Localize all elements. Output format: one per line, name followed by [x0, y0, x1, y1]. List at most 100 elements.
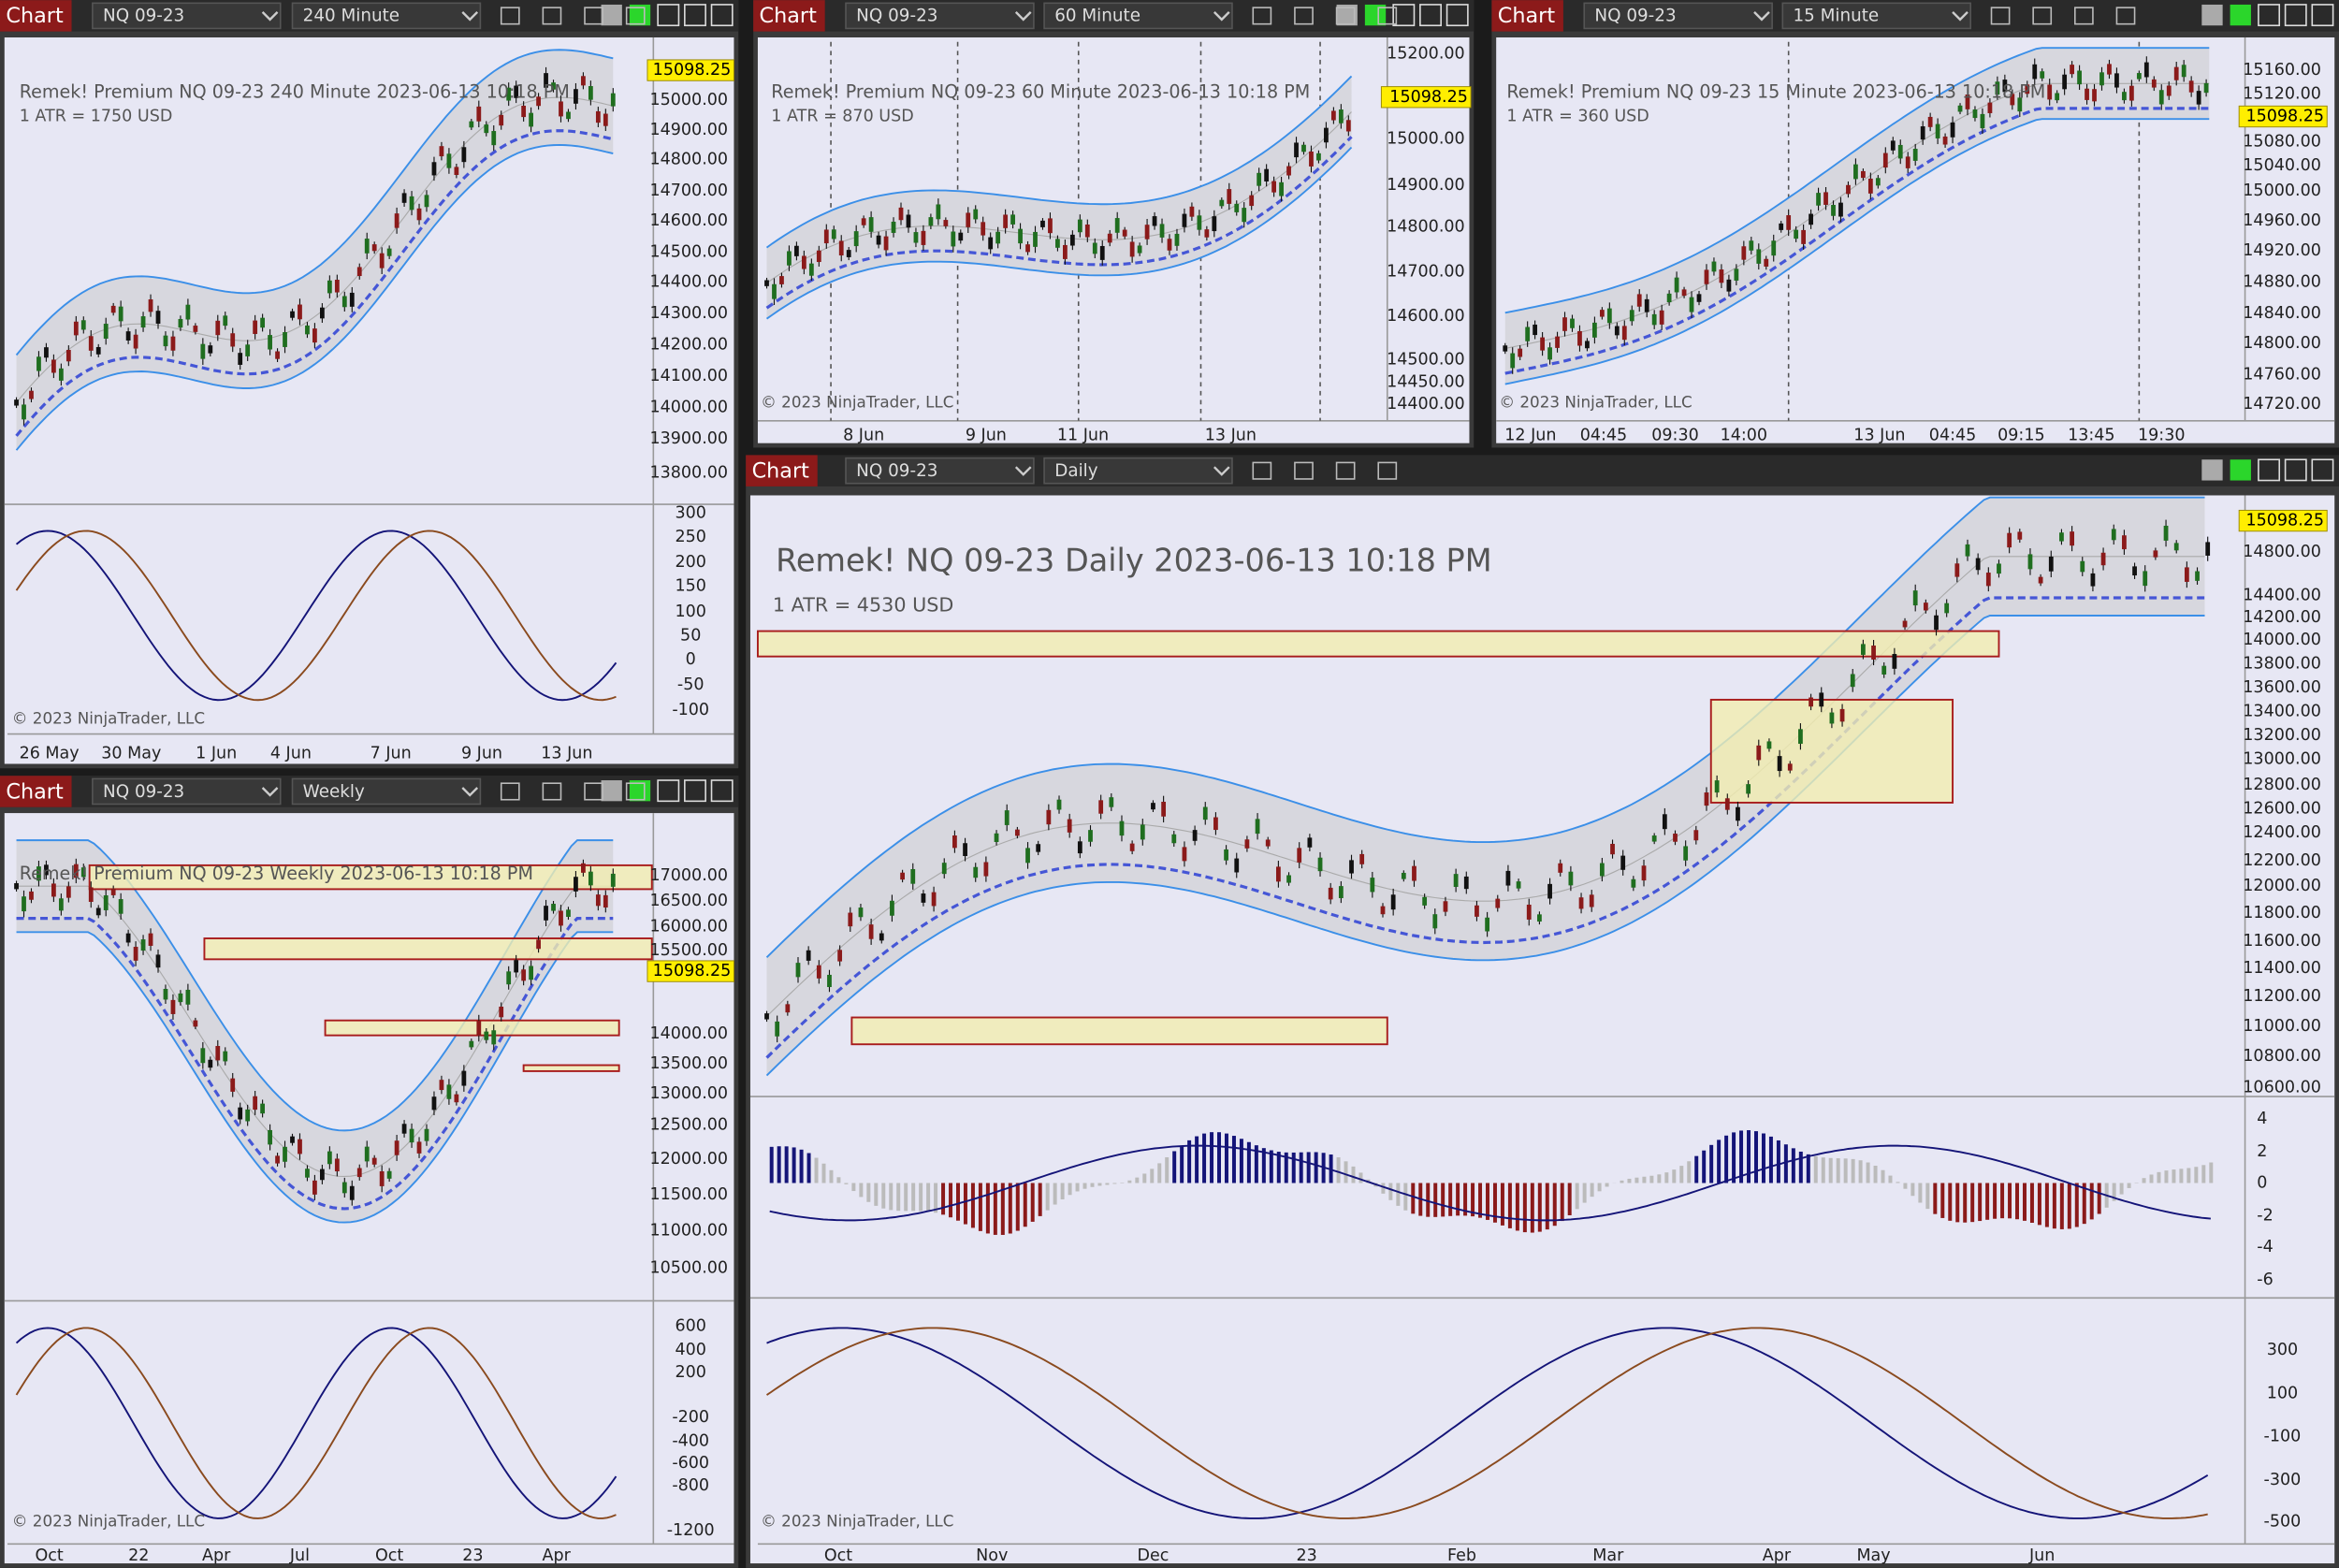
- window-button[interactable]: [601, 4, 622, 26]
- candle-body: [51, 359, 56, 373]
- macd-bar: [806, 1153, 811, 1183]
- macd-bar: [1948, 1183, 1953, 1221]
- candle-body: [1592, 322, 1597, 338]
- macd-bar: [1165, 1156, 1170, 1183]
- toolbar-icon[interactable]: [500, 782, 520, 801]
- timeframe-dropdown[interactable]: [1781, 2, 1971, 30]
- candle-body: [1309, 151, 1314, 167]
- window-button[interactable]: [601, 780, 622, 802]
- window-button[interactable]: [1392, 4, 1416, 27]
- instrument-dropdown[interactable]: [92, 2, 282, 30]
- window-button[interactable]: [2201, 4, 2223, 26]
- toolbar-icon[interactable]: [1335, 461, 1356, 480]
- chart-tab[interactable]: [1491, 0, 1563, 32]
- instrument-dropdown[interactable]: [1583, 2, 1773, 30]
- toolbar-icon[interactable]: [1335, 7, 1356, 25]
- toolbar-icon[interactable]: [1377, 461, 1398, 480]
- window-button[interactable]: [1419, 4, 1442, 27]
- window-button[interactable]: [657, 779, 680, 803]
- window-button[interactable]: [2284, 458, 2307, 482]
- candle-body: [827, 974, 832, 988]
- window-button[interactable]: [684, 4, 706, 27]
- window-button[interactable]: [2311, 4, 2334, 27]
- timeframe-dropdown[interactable]: [1043, 457, 1233, 485]
- toolbar-icon[interactable]: [542, 782, 562, 801]
- candle-body: [1620, 855, 1626, 870]
- window-button[interactable]: [2230, 4, 2251, 26]
- candle-body: [431, 162, 437, 176]
- candle-body: [1766, 741, 1772, 749]
- candle-body: [506, 971, 512, 985]
- window-button[interactable]: [1364, 4, 1387, 26]
- chart-tab[interactable]: [746, 455, 818, 486]
- window-button[interactable]: [710, 779, 734, 803]
- candle-body: [1850, 674, 1855, 688]
- candle-body: [431, 1096, 437, 1111]
- candle-body: [1809, 697, 1813, 707]
- candle-body: [1152, 216, 1157, 226]
- toolbar-icon[interactable]: [542, 7, 562, 25]
- candle-body: [110, 888, 116, 895]
- macd-bar: [2044, 1183, 2049, 1227]
- window-button[interactable]: [2230, 459, 2251, 481]
- toolbar-icon[interactable]: [2073, 7, 2094, 25]
- chart-tab[interactable]: [0, 776, 72, 807]
- candle-body: [334, 280, 340, 293]
- window-button[interactable]: [2311, 458, 2334, 482]
- toolbar-icon[interactable]: [1377, 7, 1398, 25]
- instrument-dropdown[interactable]: [92, 777, 282, 806]
- candle-body: [1589, 894, 1594, 907]
- chart-tab[interactable]: [753, 0, 825, 32]
- window-button[interactable]: [710, 4, 734, 27]
- toolbar-icon[interactable]: [625, 782, 646, 801]
- price-label: 12000.00: [2243, 877, 2321, 895]
- toolbar-icon[interactable]: [2115, 7, 2136, 25]
- toolbar-icon[interactable]: [1294, 7, 1314, 25]
- window-button[interactable]: [2258, 458, 2281, 482]
- candle-body: [1443, 901, 1448, 912]
- candle-body: [1599, 310, 1605, 317]
- window-button[interactable]: [2284, 4, 2307, 27]
- candle-body: [1547, 883, 1552, 899]
- window-button[interactable]: [1446, 4, 1469, 27]
- candle-body: [2122, 92, 2127, 101]
- instrument-dropdown[interactable]: [845, 2, 1035, 30]
- time-label: Mar: [1592, 1546, 1624, 1565]
- candle-body: [566, 909, 571, 917]
- oscillator-label: 50: [680, 626, 701, 645]
- window-button[interactable]: [684, 779, 706, 803]
- instrument-dropdown[interactable]: [845, 457, 1035, 485]
- toolbar-icon[interactable]: [584, 782, 603, 801]
- candle-body: [1881, 665, 1887, 675]
- time-label: 30 May: [101, 744, 161, 762]
- candle-body: [118, 306, 123, 322]
- toolbar-icon[interactable]: [1252, 461, 1272, 480]
- toolbar-icon[interactable]: [625, 7, 646, 25]
- macd-bar: [1000, 1183, 1005, 1235]
- chart-tab[interactable]: [0, 0, 72, 32]
- toolbar-icon[interactable]: [2032, 7, 2053, 25]
- macd-bar: [1381, 1183, 1386, 1194]
- timeframe-dropdown[interactable]: [291, 2, 482, 30]
- toolbar-icon[interactable]: [500, 7, 520, 25]
- macd-bar: [904, 1183, 908, 1212]
- toolbar-icon[interactable]: [1990, 7, 2011, 25]
- macd-bar: [1008, 1183, 1012, 1234]
- window-button[interactable]: [657, 4, 680, 27]
- candle-body: [1965, 544, 1970, 557]
- candle-body: [1069, 234, 1075, 246]
- timeframe-dropdown[interactable]: [1043, 2, 1233, 30]
- candle-body: [238, 353, 243, 365]
- toolbar-icon[interactable]: [1252, 7, 1272, 25]
- window-button[interactable]: [2258, 4, 2281, 27]
- timeframe-dropdown[interactable]: [291, 777, 482, 806]
- window-button[interactable]: [2201, 459, 2223, 481]
- candle-body: [1338, 109, 1344, 123]
- toolbar-icon[interactable]: [584, 7, 603, 25]
- candle-body: [1244, 839, 1250, 849]
- candle-body: [44, 347, 49, 358]
- candle-body: [2203, 82, 2209, 94]
- window-button[interactable]: [1336, 4, 1358, 26]
- toolbar-icon[interactable]: [1294, 461, 1314, 480]
- timeframe-value: 60 Minute: [1054, 7, 1140, 26]
